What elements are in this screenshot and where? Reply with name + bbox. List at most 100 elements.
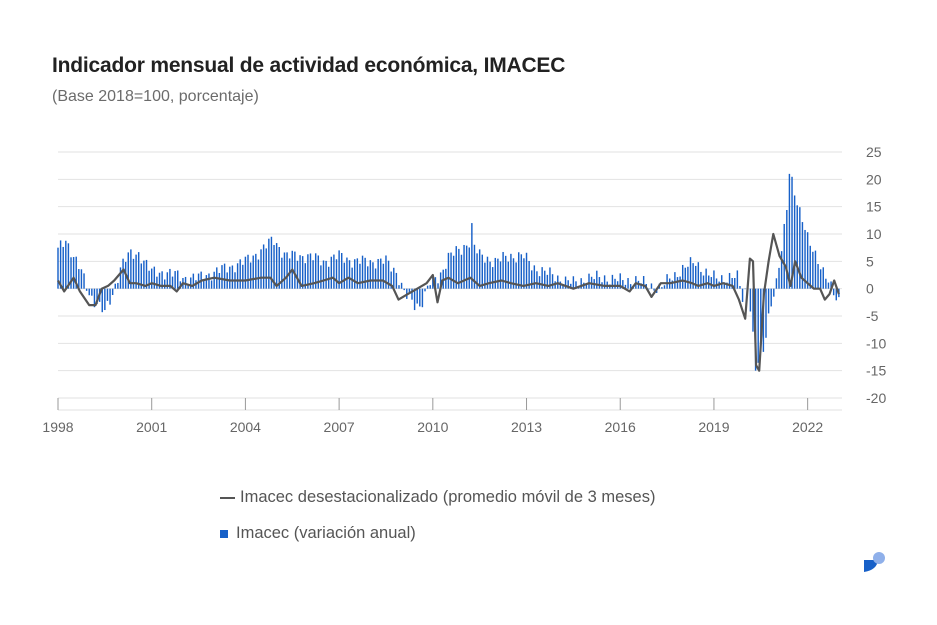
bar-2010-11 (458, 248, 460, 289)
bar-2022-08 (825, 278, 827, 289)
bar-2016-10 (642, 276, 645, 289)
bar-2010-07 (447, 252, 450, 289)
bar-2003-08 (231, 265, 234, 289)
bar-2007-06 (351, 267, 353, 289)
bar-2017-10 (674, 272, 676, 289)
bar-2002-02 (184, 276, 187, 289)
bar-2015-10 (611, 274, 614, 289)
bar-2003-01 (213, 271, 215, 289)
bar-2007-04 (346, 257, 348, 289)
bar-2011-10 (486, 256, 489, 289)
bar-2009-07 (416, 288, 418, 304)
legend-line-swatch (220, 496, 235, 499)
bar-2013-03 (531, 270, 533, 289)
bar-2000-02 (122, 258, 124, 289)
bar-2000-06 (132, 258, 135, 289)
bar-2019-09 (734, 277, 736, 289)
bar-2011-09 (484, 262, 486, 289)
bar-2010-09 (452, 255, 455, 289)
bar-2013-09 (546, 274, 549, 289)
bar-2021-03 (780, 251, 783, 289)
bar-2016-05 (629, 284, 632, 289)
bar-2020-12 (773, 288, 775, 297)
bar-2013-02 (528, 260, 530, 289)
bar-2006-01 (307, 254, 309, 289)
bar-2012-03 (499, 261, 502, 289)
bar-2012-07 (510, 253, 512, 289)
bar-2021-12 (804, 229, 806, 289)
bar-2008-06 (382, 263, 385, 289)
x-tick-label: 2022 (792, 419, 823, 435)
x-tick-label: 2004 (230, 419, 261, 435)
bar-2006-05 (317, 255, 320, 289)
bar-2002-10 (205, 275, 208, 289)
bar-2013-08 (544, 270, 546, 289)
bar-2014-04 (564, 276, 567, 289)
bar-2010-03 (437, 283, 439, 289)
bar-1998-05 (67, 243, 70, 289)
bar-2021-07 (791, 176, 793, 289)
bar-2020-04 (752, 288, 754, 332)
bar-2007-01 (338, 250, 340, 289)
bar-2014-07 (572, 276, 575, 289)
bar-2008-08 (387, 260, 390, 289)
bar-2001-08 (169, 268, 171, 289)
bar-2016-09 (640, 283, 642, 289)
bar-2011-12 (491, 267, 494, 289)
bar-2022-10 (830, 281, 832, 289)
bar-2022-01 (806, 232, 809, 289)
bar-2003-11 (239, 259, 241, 289)
x-tick-label: 2016 (605, 419, 636, 435)
bar-2003-05 (223, 263, 226, 289)
bar-2012-09 (515, 262, 517, 289)
bar-2021-10 (799, 207, 801, 289)
bar-2020-06 (757, 288, 759, 363)
bar-2022-03 (812, 251, 814, 289)
bar-2011-04 (471, 223, 473, 289)
brand-logo-icon (864, 552, 885, 572)
bar-2018-06 (695, 265, 697, 289)
bar-2004-01 (244, 256, 247, 289)
bar-2005-11 (301, 256, 304, 289)
bar-2009-02 (403, 288, 405, 291)
bar-2000-07 (135, 254, 137, 289)
bar-2000-10 (143, 260, 145, 289)
bar-2004-06 (257, 259, 260, 289)
bar-2005-04 (283, 252, 286, 289)
bar-2018-05 (692, 263, 694, 289)
bar-2004-08 (262, 244, 265, 289)
bar-2019-01 (713, 270, 715, 289)
bar-1999-04 (96, 288, 98, 305)
bar-2004-09 (265, 248, 267, 289)
bar-2019-08 (731, 277, 733, 289)
bar-2012-08 (512, 258, 515, 289)
bar-2001-11 (177, 270, 179, 289)
bar-2010-08 (450, 252, 452, 289)
bar-2015-01 (588, 273, 590, 289)
bar-2001-07 (166, 272, 169, 289)
bar-2018-12 (710, 277, 713, 289)
bar-2001-03 (156, 276, 158, 289)
bar-2013-07 (541, 267, 543, 289)
bar-2006-10 (330, 256, 333, 289)
bar-2021-06 (788, 173, 791, 289)
bar-2014-03 (562, 285, 564, 289)
bar-2020-07 (760, 288, 762, 353)
bar-2010-04 (439, 272, 442, 289)
bar-2007-10 (361, 255, 364, 289)
bar-2000-01 (119, 267, 122, 289)
bar-2009-01 (400, 282, 403, 289)
bar-2005-09 (296, 260, 299, 289)
bar-2021-04 (783, 223, 785, 289)
bar-2020-01 (744, 288, 746, 290)
bar-2022-05 (817, 264, 819, 289)
bar-2004-04 (252, 255, 254, 289)
bar-2022-06 (819, 269, 822, 289)
bar-2006-08 (325, 260, 327, 289)
bar-1998-12 (85, 288, 88, 291)
bar-2014-10 (580, 278, 582, 289)
bar-2009-05 (411, 288, 413, 300)
bar-2008-01 (369, 260, 372, 289)
bar-1998-07 (72, 257, 75, 289)
y-tick-label: 5 (866, 253, 874, 269)
